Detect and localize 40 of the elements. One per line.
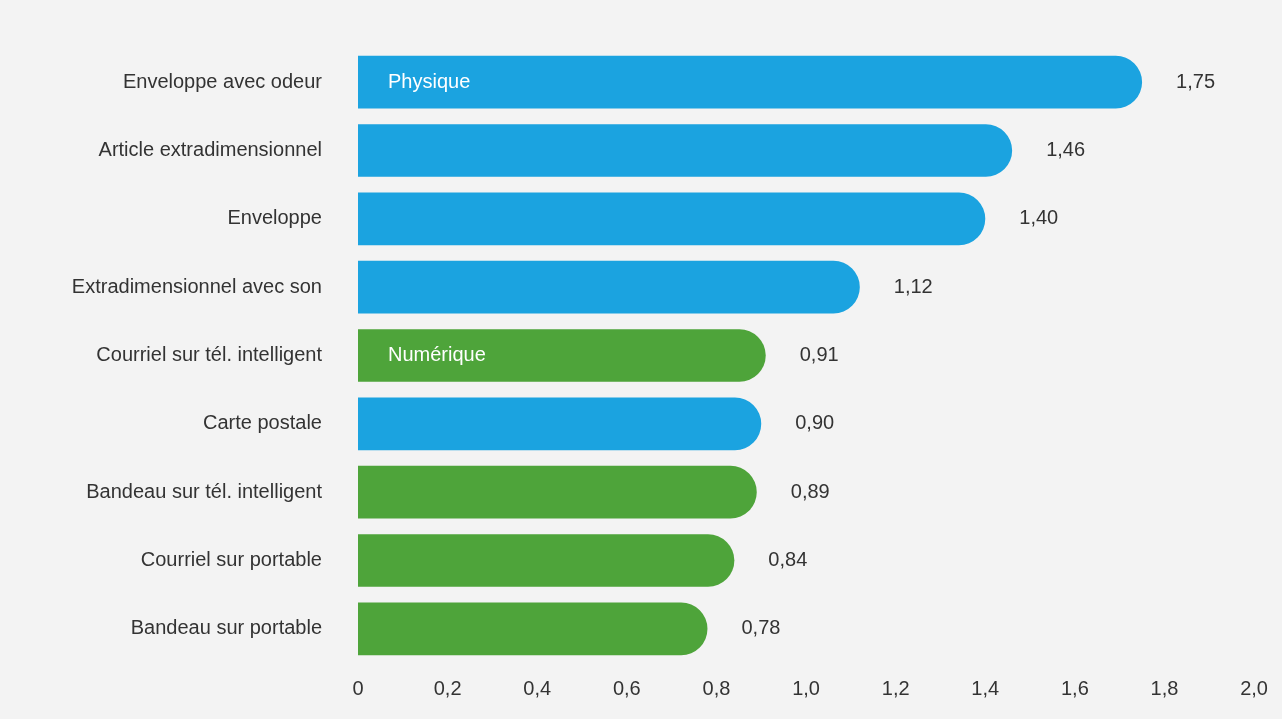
x-tick-label: 0,4 [523,676,552,699]
bar [358,55,1143,109]
y-tick-label: Enveloppe [227,206,322,229]
data-label: 1,40 [1019,206,1059,229]
data-label: 1,46 [1046,138,1086,161]
data-label: 0,91 [799,343,839,366]
x-tick-label: 1,2 [881,676,910,699]
y-tick-label: Courriel sur tél. intelligent [96,343,323,366]
data-label: 0,90 [795,411,835,434]
data-label: 0,84 [768,548,808,571]
y-tick-label: Courriel sur portable [140,548,322,571]
data-label: 0,78 [741,616,781,639]
bar [358,329,766,382]
series-label: Numérique [388,343,486,366]
y-tick-label: Carte postale [203,411,322,434]
y-tick-label: Article extradimensionnel [98,138,322,161]
series-label: Physique [388,69,471,92]
x-tick-label: 0,8 [702,676,731,699]
x-tick-label: 0,2 [433,676,462,699]
y-tick-label: Bandeau sur tél. intelligent [86,479,323,502]
x-tick-label: 1,0 [792,676,820,699]
bar [358,465,757,519]
x-tick-label: 2,0 [1240,676,1268,699]
data-label: 1,75 [1176,69,1216,92]
x-tick-label: 1,8 [1150,676,1179,699]
y-tick-label: Bandeau sur portable [130,616,322,639]
bar [358,260,860,314]
data-label: 1,12 [893,274,933,297]
y-tick-label: Extradimensionnel avec son [71,274,322,297]
x-tick-label: 0 [352,676,364,699]
bar [358,192,986,246]
bar [358,124,1013,177]
y-tick-label: Enveloppe avec odeur [122,69,323,92]
x-tick-label: 1,4 [971,676,1000,699]
x-tick-label: 1,6 [1060,676,1089,699]
bar [358,397,762,451]
data-label: 0,89 [790,479,830,502]
x-tick-label: 0,6 [612,676,641,699]
bar [358,602,708,656]
bar [358,534,735,587]
